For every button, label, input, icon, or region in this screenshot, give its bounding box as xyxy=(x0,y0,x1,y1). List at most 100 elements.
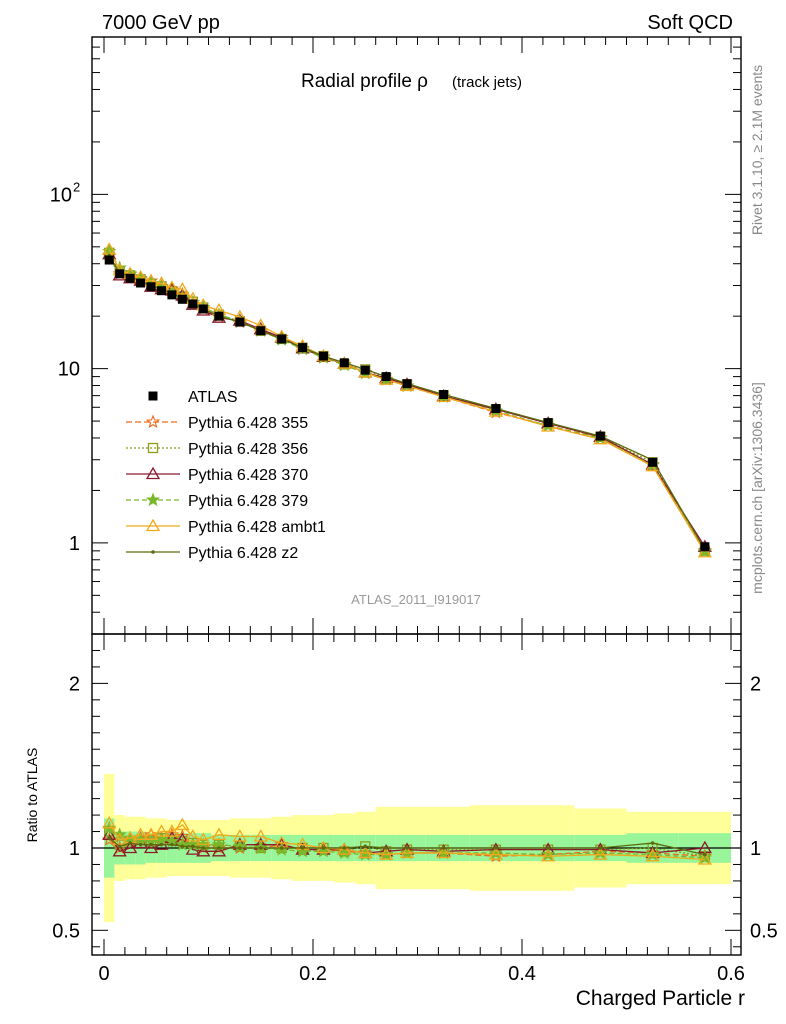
rivet-version-label: Rivet 3.1.10, ≥ 2.1M events xyxy=(749,65,765,235)
ratio-point-5-25 xyxy=(703,852,707,857)
ratio-ytick-label-right-1: 1 xyxy=(750,838,761,860)
ratio-point-5-9 xyxy=(201,846,206,850)
ratio-series-line-0 xyxy=(108,834,705,857)
data-point-0 xyxy=(104,255,114,265)
ratio-point-4-15 xyxy=(316,840,331,854)
legend-entry-3: Pythia 6.428 370 xyxy=(188,467,308,484)
ratio-point-2-2 xyxy=(123,840,138,854)
data-point-3 xyxy=(136,278,146,288)
analysis-id: ATLAS_2011_I919017 xyxy=(351,592,481,607)
main-point-4-25 xyxy=(697,544,712,558)
main-plot-title-suffix: (track jets) xyxy=(452,74,522,91)
main-point-4-7 xyxy=(175,282,190,295)
ratio-point-5-24 xyxy=(650,841,655,845)
ratio-point-5-0 xyxy=(107,836,112,840)
data-point-6 xyxy=(167,290,177,300)
ratio-point-3-25 xyxy=(697,850,713,864)
data-point-7 xyxy=(177,294,187,304)
data-point-19 xyxy=(402,379,412,389)
x-axis-label: Charged Particle r xyxy=(576,987,745,1010)
ratio-point-5-2 xyxy=(128,841,132,845)
ratio-point-2-1 xyxy=(112,843,127,857)
ratio-point-5-23 xyxy=(598,846,603,850)
data-point-16 xyxy=(339,358,349,368)
legend-entry-4: Pythia 6.428 379 xyxy=(188,493,308,510)
ratio-point-4-1 xyxy=(112,832,127,845)
ratio-point-3-21 xyxy=(488,845,504,860)
ratio-ytick-label-right-2: 2 xyxy=(750,673,761,695)
ratio-point-5-13 xyxy=(279,846,284,850)
ratio-point-4-24 xyxy=(645,848,660,862)
data-point-5 xyxy=(156,286,166,296)
ratio-point-5-16 xyxy=(342,846,347,850)
data-point-4 xyxy=(146,282,156,292)
main-plot-title: Radial profile ρ xyxy=(301,71,428,92)
data-point-8 xyxy=(188,299,198,309)
ratio-axis-label: Ratio to ATLAS xyxy=(24,748,40,843)
data-point-13 xyxy=(277,334,287,344)
ratio-point-4-25 xyxy=(697,852,712,865)
ratio-point-4-5 xyxy=(154,824,169,837)
ratio-point-0-0 xyxy=(102,832,117,846)
data-point-11 xyxy=(235,317,245,327)
ratio-point-4-10 xyxy=(211,827,227,840)
ratio-point-5-6 xyxy=(170,842,174,847)
mcplots-label: mcplots.cern.ch [arXiv:1306.3436] xyxy=(749,382,765,594)
ratio-point-4-3 xyxy=(133,827,148,840)
main-ytick-label-2: 10 xyxy=(50,184,72,206)
ratio-point-5-21 xyxy=(494,846,498,850)
ratio-point-4-20 xyxy=(436,845,451,859)
ratio-point-5-11 xyxy=(238,846,242,850)
legend-entry-2: Pythia 6.428 356 xyxy=(188,441,308,458)
ratio-point-5-14 xyxy=(300,846,305,850)
xtick-label-0: 0 xyxy=(98,963,109,985)
ratio-point-5-7 xyxy=(180,844,185,849)
ratio-point-2-9 xyxy=(196,843,211,857)
legend-entry-5: Pythia 6.428 ambt1 xyxy=(188,519,326,536)
energy-label: 7000 GeV pp xyxy=(102,12,220,34)
ratio-point-2-10 xyxy=(211,843,227,857)
ratio-point-5-5 xyxy=(159,842,164,847)
data-point-14 xyxy=(298,343,308,353)
ratio-point-3-5 xyxy=(154,832,169,846)
ratio-point-5-18 xyxy=(384,846,388,850)
ratio-point-4-18 xyxy=(379,847,394,860)
legend: ATLAS Pythia 6.428 355 Pythia 6.428 356 Pyt… xyxy=(126,389,326,562)
ratio-point-4-19 xyxy=(399,845,415,859)
legend-marker-5 xyxy=(145,518,161,532)
ratio-point-4-8 xyxy=(185,829,200,842)
ratio-point-4-23 xyxy=(593,847,608,860)
data-point-17 xyxy=(360,365,370,375)
main-ytick-label-0: 1 xyxy=(69,533,80,555)
ratio-point-5-3 xyxy=(138,842,143,847)
data-point-23 xyxy=(595,431,605,441)
legend-entry-6: Pythia 6.428 z2 xyxy=(188,545,298,562)
ratio-point-3-22 xyxy=(540,847,556,861)
ratio-point-4-21 xyxy=(488,847,503,860)
ratio-point-3-24 xyxy=(645,847,660,861)
legend-marker-1 xyxy=(145,414,161,429)
ratio-ytick-label-left-1: 1 xyxy=(69,838,80,860)
data-point-15 xyxy=(318,351,328,361)
main-ytick-label-sup-2: 2 xyxy=(73,179,80,194)
data-point-2 xyxy=(125,273,135,283)
ratio-point-5-4 xyxy=(149,842,153,847)
axes-frames xyxy=(91,36,742,956)
category-label: Soft QCD xyxy=(647,12,733,34)
ratio-point-4-6 xyxy=(164,824,180,837)
data-point-1 xyxy=(115,269,125,279)
data-point-20 xyxy=(439,390,449,400)
legend-entry-0: ATLAS xyxy=(188,389,238,406)
ratio-point-5-12 xyxy=(258,846,263,850)
ratio-point-3-23 xyxy=(593,845,608,860)
ratio-series-line-4 xyxy=(108,822,705,861)
ratio-point-4-11 xyxy=(232,829,247,842)
ratio-point-5-19 xyxy=(405,846,409,850)
ratio-point-4-7 xyxy=(175,817,190,831)
data-point-24 xyxy=(648,457,658,467)
ratio-point-5-20 xyxy=(441,846,446,850)
ratio-ytick-label-right-0: 0.5 xyxy=(750,920,778,942)
series-layer xyxy=(92,242,741,865)
